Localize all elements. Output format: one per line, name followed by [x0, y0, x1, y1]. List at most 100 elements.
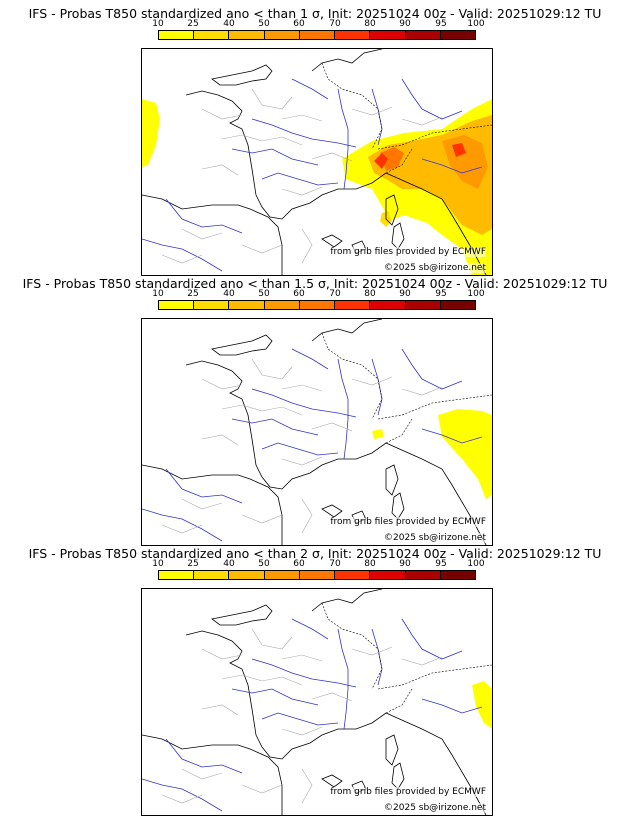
- colorbar-segment: [194, 31, 230, 39]
- map-canvas: [142, 319, 492, 545]
- colorbar-segment: [405, 301, 441, 309]
- colorbar-tick: 90: [399, 19, 411, 29]
- colorbar-segment: [299, 301, 336, 309]
- colorbar-tick: 40: [223, 289, 235, 299]
- colorbar-segment: [299, 571, 336, 579]
- admin-borders: [161, 358, 443, 534]
- colorbar-segment: [405, 31, 441, 39]
- admin-borders: [161, 88, 443, 264]
- colorbar: [158, 30, 476, 40]
- panel-title: IFS - Probas T850 standardized ano < tha…: [28, 546, 602, 561]
- colorbar-segment: [370, 301, 406, 309]
- colorbar-segment: [229, 571, 265, 579]
- colorbar-segment: [440, 31, 475, 39]
- coastline: [142, 319, 487, 545]
- colorbar-tick: 70: [329, 559, 341, 569]
- colorbar-segment: [229, 31, 265, 39]
- colorbar-tick: 40: [223, 19, 235, 29]
- colorbar-segment: [370, 31, 406, 39]
- shade-alps-darkorange: [380, 147, 404, 171]
- colorbar-tick: 90: [399, 559, 411, 569]
- colorbar-tick: 50: [258, 559, 270, 569]
- colorbar-tick: 95: [435, 19, 447, 29]
- shade-alps-yellow: [472, 681, 492, 729]
- colorbar-tick: 90: [399, 289, 411, 299]
- coastline: [142, 589, 487, 815]
- colorbar-tick: 10: [152, 289, 164, 299]
- colorbar-tick: 40: [223, 559, 235, 569]
- colorbar-tick: 50: [258, 289, 270, 299]
- colorbar-tick: 25: [187, 289, 199, 299]
- colorbar-segment: [299, 31, 336, 39]
- colorbar-tick: 25: [187, 19, 199, 29]
- colorbar-segment: [440, 571, 475, 579]
- map-panel-1: IFS - Probas T850 standardized ano < tha…: [0, 6, 630, 276]
- colorbar-tick: 50: [258, 19, 270, 29]
- colorbar-tick: 60: [293, 559, 305, 569]
- panel-title: IFS - Probas T850 standardized ano < tha…: [28, 6, 602, 21]
- colorbar-tick: 80: [364, 289, 376, 299]
- colorbar-tick: 95: [435, 559, 447, 569]
- rivers: [142, 348, 483, 542]
- colorbar-segment: [264, 571, 300, 579]
- probability-map: from grib files provided by ECMWF ©2025 …: [141, 48, 493, 276]
- country-borders: [321, 62, 492, 174]
- shade-east-red: [452, 143, 466, 157]
- colorbar-tick: 100: [467, 19, 485, 29]
- rivers: [142, 78, 483, 272]
- colorbar-segment: [194, 301, 230, 309]
- probability-map: from grib files provided by ECMWF ©2025 …: [141, 588, 493, 816]
- colorbar-tick: 100: [467, 289, 485, 299]
- colorbar: [158, 300, 476, 310]
- colorbar-tick: 80: [364, 559, 376, 569]
- shade-alps-yellow: [438, 409, 492, 499]
- colorbar-tick: 60: [293, 19, 305, 29]
- country-borders: [321, 602, 492, 714]
- colorbar-segment: [370, 571, 406, 579]
- colorbar-tick: 25: [187, 559, 199, 569]
- colorbar-segment: [335, 571, 371, 579]
- colorbar-segment: [159, 571, 195, 579]
- source-credit: from grib files provided by ECMWF: [330, 787, 486, 797]
- colorbar-tick: 70: [329, 289, 341, 299]
- rivers: [142, 618, 483, 812]
- colorbar-segment: [405, 571, 441, 579]
- colorbar-segment: [229, 301, 265, 309]
- colorbar-segment: [159, 301, 195, 309]
- map-canvas: [142, 49, 492, 275]
- colorbar-ticks: 10 25 40 50 60 70 80 90 95 100: [152, 19, 484, 30]
- colorbar-tick: 95: [435, 289, 447, 299]
- copyright-credit: ©2025 sb@irizone.net: [384, 803, 486, 813]
- panel-title: IFS - Probas T850 standardized ano < tha…: [22, 276, 608, 291]
- map-panel-3: IFS - Probas T850 standardized ano < tha…: [0, 546, 630, 816]
- shade-alps-red: [374, 153, 388, 169]
- colorbar-tick: 60: [293, 289, 305, 299]
- admin-borders: [161, 628, 443, 804]
- colorbar-tick: 10: [152, 19, 164, 29]
- copyright-credit: ©2025 sb@irizone.net: [384, 263, 486, 273]
- colorbar-segment: [440, 301, 475, 309]
- probability-map: from grib files provided by ECMWF ©2025 …: [141, 318, 493, 546]
- colorbar: [158, 570, 476, 580]
- colorbar-segment: [335, 301, 371, 309]
- source-credit: from grib files provided by ECMWF: [330, 247, 486, 257]
- shade-atlantic-yellow: [142, 99, 160, 167]
- coastline: [142, 49, 487, 275]
- colorbar-segment: [264, 301, 300, 309]
- map-panel-2: IFS - Probas T850 standardized ano < tha…: [0, 276, 630, 546]
- colorbar-tick: 10: [152, 559, 164, 569]
- colorbar-tick: 70: [329, 19, 341, 29]
- colorbar-tick: 80: [364, 19, 376, 29]
- probability-shading: [472, 681, 492, 729]
- colorbar-segment: [159, 31, 195, 39]
- colorbar-segment: [264, 31, 300, 39]
- colorbar-ticks: 10 25 40 50 60 70 80 90 95 100: [152, 559, 484, 570]
- copyright-credit: ©2025 sb@irizone.net: [384, 533, 486, 543]
- colorbar-tick: 100: [467, 559, 485, 569]
- map-canvas: [142, 589, 492, 815]
- source-credit: from grib files provided by ECMWF: [330, 517, 486, 527]
- shade-spot-yellow: [372, 429, 384, 439]
- colorbar-ticks: 10 25 40 50 60 70 80 90 95 100: [152, 289, 484, 300]
- country-borders: [321, 332, 492, 444]
- probability-shading: [372, 409, 492, 499]
